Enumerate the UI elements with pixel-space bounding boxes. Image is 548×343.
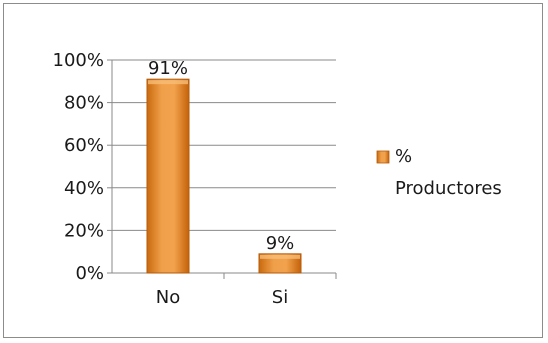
x-category-label: No	[156, 287, 180, 308]
legend-label-line2: Productores	[395, 178, 502, 199]
legend-label-line1: %	[395, 146, 412, 167]
legend-swatch	[376, 150, 390, 164]
bar-top-bevel	[148, 80, 188, 85]
x-category-label: Si	[272, 287, 288, 308]
bars	[146, 78, 302, 274]
y-tick-label: 80%	[64, 93, 104, 114]
bar-no	[146, 78, 190, 274]
gridlines	[112, 59, 336, 231]
labels: No 91% Si 9%	[148, 58, 294, 308]
bar-top-bevel	[260, 254, 300, 259]
legend: % Productores	[376, 146, 502, 199]
data-label: 9%	[266, 233, 295, 254]
y-tick-label: 100%	[53, 50, 104, 71]
y-tick-label: 20%	[64, 220, 104, 241]
chart-frame	[3, 3, 543, 338]
y-tick-label: 40%	[64, 178, 104, 199]
y-tick-label: 0%	[75, 263, 104, 284]
axes: 0% 20% 40% 60% 80% 100%	[53, 50, 337, 284]
data-label: 91%	[148, 58, 188, 79]
y-tick-label: 60%	[64, 135, 104, 156]
